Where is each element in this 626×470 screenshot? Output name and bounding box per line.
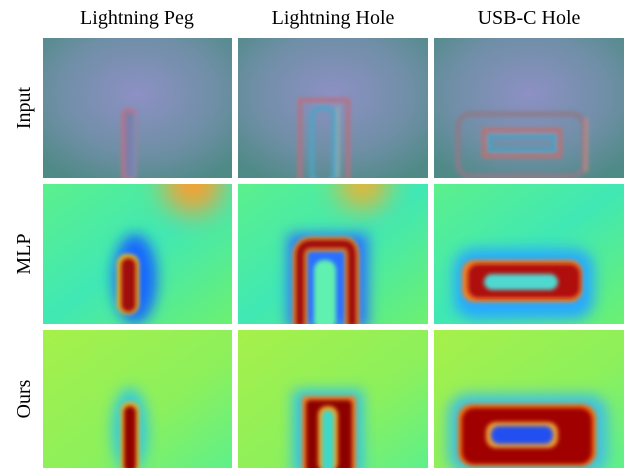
input-image: [238, 38, 428, 182]
figure: Lightning Peg Lightning Hole USB-C Hole …: [0, 0, 626, 470]
ours-image: [434, 330, 624, 470]
input-image: [434, 38, 624, 178]
row-label: Input: [13, 86, 35, 129]
row-label: MLP: [13, 233, 35, 274]
mlp-image: [238, 159, 428, 330]
mlp-image: [434, 184, 624, 324]
row-label: Ours: [13, 379, 35, 418]
column-header: Lightning Hole: [272, 7, 395, 29]
column-header: Lightning Peg: [80, 7, 194, 29]
ours-image: [238, 330, 428, 470]
ours-image: [43, 330, 232, 470]
input-image: [43, 38, 232, 180]
column-header: USB-C Hole: [478, 7, 581, 29]
mlp-image: [43, 154, 232, 324]
